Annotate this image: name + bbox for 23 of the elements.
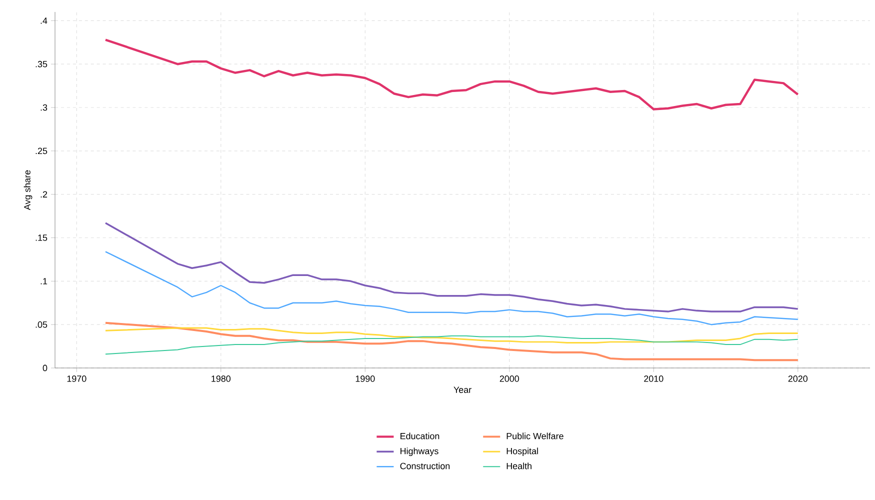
x-axis-title: Year: [454, 386, 472, 393]
y-tick-label: .25: [36, 148, 48, 154]
y-tick-label: .05: [36, 321, 48, 328]
y-tick-label: .2: [40, 191, 48, 198]
y-tick-label: .1: [40, 278, 48, 284]
legend-label: Health: [506, 462, 532, 470]
y-tick-label: 0: [42, 364, 48, 372]
legend-label: Education: [400, 432, 440, 440]
y-tick-label: .4: [40, 18, 48, 24]
x-tick-label: 2000: [500, 376, 520, 382]
legend-label: Hospital: [506, 448, 538, 456]
x-tick-label: 1990: [356, 376, 375, 382]
y-tick-label: .35: [36, 60, 48, 68]
x-tick-label: 2010: [644, 376, 664, 382]
y-tick-label: .3: [40, 104, 48, 111]
x-tick-label: 1980: [212, 376, 231, 382]
y-tick-label: .15: [36, 234, 48, 241]
legend-label: Construction: [400, 462, 450, 470]
x-tick-label: 2020: [788, 376, 808, 382]
y-axis-title: Avg share: [24, 170, 32, 210]
x-tick-label: 1970: [67, 376, 86, 382]
legend-label: Highways: [400, 448, 438, 456]
legend-label: Public Welfare: [506, 432, 564, 440]
